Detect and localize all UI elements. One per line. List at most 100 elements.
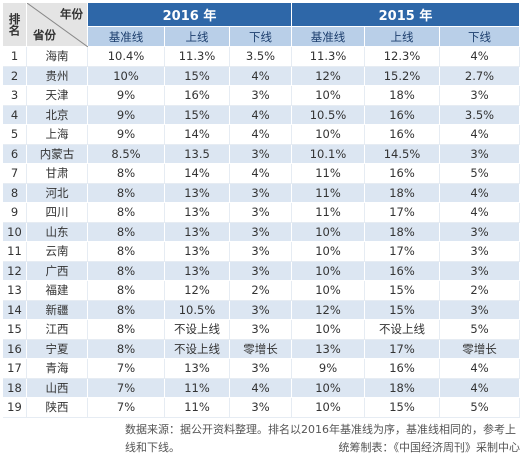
rank: 9 bbox=[3, 203, 27, 223]
value-cell: 8% bbox=[88, 203, 165, 223]
value-cell: 4% bbox=[230, 125, 292, 145]
province: 上海 bbox=[27, 125, 88, 145]
value-cell: 8% bbox=[88, 242, 165, 262]
rank: 12 bbox=[3, 261, 27, 281]
rank: 13 bbox=[3, 281, 27, 301]
value-cell: 3% bbox=[230, 320, 292, 340]
value-cell: 3% bbox=[230, 398, 292, 418]
value-cell: 10% bbox=[292, 261, 365, 281]
corner-cell: 年份 省份 bbox=[27, 3, 88, 47]
value-cell: 13% bbox=[165, 242, 230, 262]
value-cell: 18% bbox=[365, 86, 440, 106]
value-cell: 10% bbox=[88, 66, 165, 86]
value-cell: 9% bbox=[88, 105, 165, 125]
value-cell: 15% bbox=[165, 105, 230, 125]
value-cell: 10% bbox=[292, 86, 365, 106]
value-cell: 3% bbox=[230, 203, 292, 223]
column-header: 下线 bbox=[230, 27, 292, 47]
value-cell: 9% bbox=[292, 359, 365, 379]
value-cell: 3% bbox=[230, 144, 292, 164]
value-cell: 7% bbox=[88, 398, 165, 418]
value-cell: 3.5% bbox=[230, 47, 292, 67]
value-cell: 2% bbox=[440, 281, 520, 301]
value-cell: 13% bbox=[292, 339, 365, 359]
province: 宁夏 bbox=[27, 339, 88, 359]
year-header: 2015 年 bbox=[292, 3, 520, 27]
value-cell: 3% bbox=[230, 222, 292, 242]
value-cell: 11% bbox=[292, 164, 365, 184]
province: 江西 bbox=[27, 320, 88, 340]
value-cell: 3% bbox=[440, 242, 520, 262]
value-cell: 7% bbox=[88, 378, 165, 398]
column-header: 上线 bbox=[365, 27, 440, 47]
value-cell: 11% bbox=[165, 378, 230, 398]
value-cell: 3% bbox=[440, 86, 520, 106]
value-cell: 5% bbox=[440, 320, 520, 340]
value-cell: 4% bbox=[230, 66, 292, 86]
value-cell: 4% bbox=[440, 47, 520, 67]
value-cell: 11.3% bbox=[165, 47, 230, 67]
value-cell: 3% bbox=[440, 300, 520, 320]
value-cell: 16% bbox=[365, 261, 440, 281]
value-cell: 12% bbox=[165, 281, 230, 301]
year-label: 年份 bbox=[60, 7, 83, 21]
rank: 7 bbox=[3, 164, 27, 184]
value-cell: 7% bbox=[88, 359, 165, 379]
value-cell: 10% bbox=[292, 398, 365, 418]
value-cell: 4% bbox=[440, 359, 520, 379]
value-cell: 4% bbox=[440, 183, 520, 203]
value-cell: 10.5% bbox=[165, 300, 230, 320]
value-cell: 11.3% bbox=[292, 47, 365, 67]
value-cell: 9% bbox=[88, 125, 165, 145]
value-cell: 17% bbox=[365, 203, 440, 223]
value-cell: 2.7% bbox=[440, 66, 520, 86]
value-cell: 11% bbox=[165, 398, 230, 418]
value-cell: 10% bbox=[292, 320, 365, 340]
value-cell: 18% bbox=[365, 378, 440, 398]
value-cell: 4% bbox=[230, 105, 292, 125]
value-cell: 13% bbox=[165, 203, 230, 223]
province: 北京 bbox=[27, 105, 88, 125]
value-cell: 16% bbox=[365, 125, 440, 145]
value-cell: 3% bbox=[230, 242, 292, 262]
value-cell: 8% bbox=[88, 339, 165, 359]
value-cell: 5% bbox=[440, 164, 520, 184]
value-cell: 不设上线 bbox=[165, 339, 230, 359]
value-cell: 3% bbox=[230, 261, 292, 281]
value-cell: 8% bbox=[88, 183, 165, 203]
value-cell: 4% bbox=[230, 378, 292, 398]
value-cell: 18% bbox=[365, 183, 440, 203]
value-cell: 3% bbox=[230, 300, 292, 320]
rank: 5 bbox=[3, 125, 27, 145]
source-note: 数据来源：据公开资料整理。排名以2016年基准线为序，基准线相同的，参考上线和下… bbox=[125, 423, 516, 454]
value-cell: 零增长 bbox=[440, 339, 520, 359]
rank: 6 bbox=[3, 144, 27, 164]
value-cell: 12.3% bbox=[365, 47, 440, 67]
value-cell: 3% bbox=[440, 261, 520, 281]
rank: 8 bbox=[3, 183, 27, 203]
value-cell: 4% bbox=[440, 125, 520, 145]
value-cell: 8% bbox=[88, 261, 165, 281]
rank: 1 bbox=[3, 47, 27, 67]
value-cell: 4% bbox=[230, 164, 292, 184]
rank: 4 bbox=[3, 105, 27, 125]
value-cell: 15% bbox=[365, 300, 440, 320]
rank: 15 bbox=[3, 320, 27, 340]
value-cell: 8% bbox=[88, 300, 165, 320]
value-cell: 3% bbox=[440, 144, 520, 164]
column-header: 基准线 bbox=[292, 27, 365, 47]
value-cell: 12% bbox=[292, 66, 365, 86]
value-cell: 15% bbox=[365, 398, 440, 418]
value-cell: 10.1% bbox=[292, 144, 365, 164]
column-header: 下线 bbox=[440, 27, 520, 47]
value-cell: 13% bbox=[165, 183, 230, 203]
value-cell: 12% bbox=[292, 300, 365, 320]
value-cell: 14% bbox=[165, 164, 230, 184]
value-cell: 8% bbox=[88, 281, 165, 301]
value-cell: 11% bbox=[292, 203, 365, 223]
province: 青海 bbox=[27, 359, 88, 379]
rank: 10 bbox=[3, 222, 27, 242]
value-cell: 16% bbox=[165, 86, 230, 106]
credit: 统筹制表：《中国经济周刊》采制中心 bbox=[338, 441, 521, 454]
